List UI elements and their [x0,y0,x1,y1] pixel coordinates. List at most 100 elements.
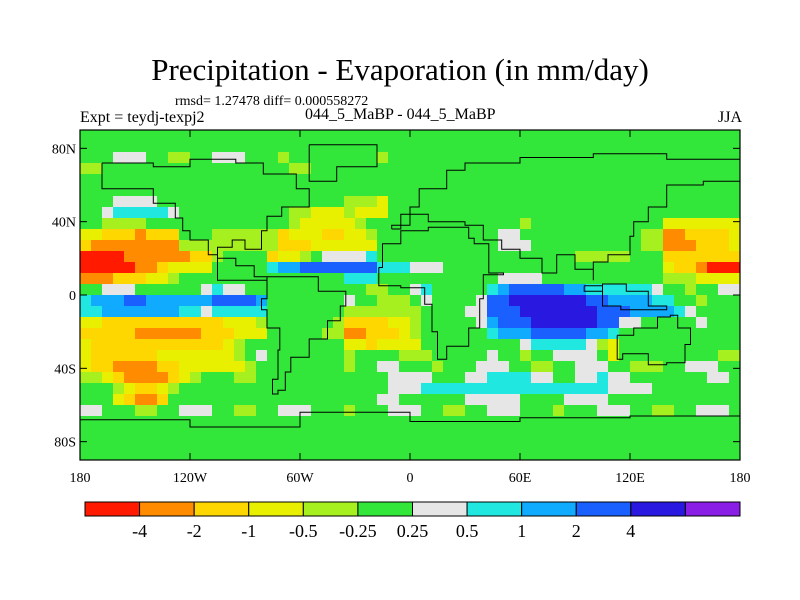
field-cell [388,218,400,230]
field-cell [410,306,422,318]
field-cell [223,185,235,197]
field-cell [586,372,598,384]
field-cell [696,361,708,373]
field-cell [432,273,444,285]
field-cell [586,207,598,219]
field-cell [641,174,653,186]
field-cell [245,284,257,296]
field-cell [135,328,147,340]
field-cell [300,163,312,175]
field-cell [80,207,92,219]
field-cell [300,416,312,428]
field-cell [278,416,290,428]
field-cell [399,383,411,395]
field-cell [377,372,389,384]
field-cell [564,328,576,340]
field-cell [718,185,730,197]
field-cell [542,130,554,142]
field-cell [333,273,345,285]
field-cell [707,416,719,428]
field-cell [476,284,488,296]
field-cell [564,339,576,351]
field-cell [531,405,543,417]
field-cell [311,130,323,142]
field-cell [542,295,554,307]
field-cell [630,185,642,197]
field-cell [707,130,719,142]
field-cell [729,350,740,362]
field-cell [267,317,279,329]
field-cell [146,416,158,428]
field-cell [443,306,455,318]
field-cell [498,218,510,230]
field-cell [355,295,367,307]
field-cell [476,130,488,142]
field-cell [234,218,246,230]
field-cell [663,449,675,460]
field-cell [135,350,147,362]
field-cell [553,306,565,318]
field-cell [311,383,323,395]
field-cell [421,229,433,241]
field-cell [410,449,422,460]
field-cell [278,372,290,384]
field-cell [696,196,708,208]
field-cell [124,152,136,164]
field-cell [542,141,554,153]
field-cell [542,306,554,318]
field-cell [377,207,389,219]
colorbar-box [466,501,523,517]
field-cell [223,262,235,274]
field-cell [355,328,367,340]
field-cell [344,328,356,340]
field-cell [256,405,268,417]
field-cell [102,317,114,329]
field-cell [641,438,653,450]
field-cell [201,251,213,263]
field-cell [388,152,400,164]
field-cell [388,383,400,395]
field-cell [300,438,312,450]
field-cell [575,284,587,296]
field-cell [157,405,169,417]
field-cell [102,350,114,362]
field-cell [630,361,642,373]
field-cell [542,273,554,285]
field-cell [663,130,675,142]
field-cell [256,185,268,197]
field-cell [146,383,158,395]
field-cell [630,394,642,406]
field-cell [608,229,620,241]
field-cell [124,174,136,186]
field-cell [146,295,158,307]
field-cell [91,196,103,208]
field-cell [135,130,147,142]
field-cell [256,361,268,373]
field-cell [355,207,367,219]
field-cell [223,284,235,296]
field-cell [663,416,675,428]
field-cell [729,130,740,142]
field-cell [223,141,235,153]
field-cell [432,185,444,197]
field-cell [630,328,642,340]
field-cell [674,339,686,351]
field-cell [487,427,499,439]
field-cell [641,427,653,439]
field-cell [300,229,312,241]
field-cell [91,427,103,439]
field-cell [80,350,92,362]
field-cell [685,317,697,329]
field-cell [619,262,631,274]
field-cell [91,284,103,296]
field-cell [663,273,675,285]
field-cell [377,295,389,307]
field-cell [652,328,664,340]
field-cell [608,339,620,351]
field-cell [300,152,312,164]
field-cell [597,317,609,329]
field-cell [619,218,631,230]
field-cell [608,207,620,219]
field-cell [234,262,246,274]
field-cell [564,394,576,406]
